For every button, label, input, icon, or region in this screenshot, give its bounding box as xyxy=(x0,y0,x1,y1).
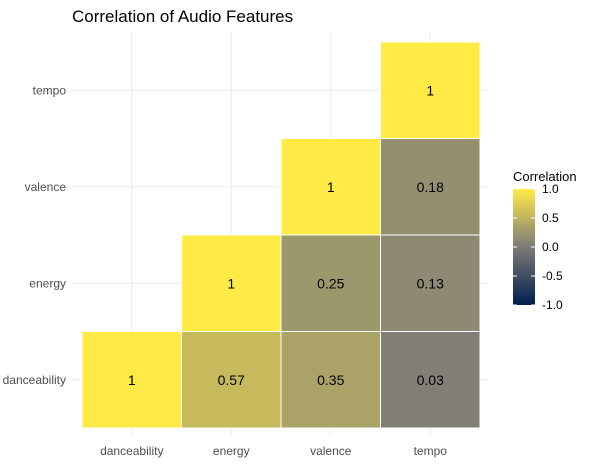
y-tick-label-tempo: tempo xyxy=(33,83,67,97)
cell-value-labels: 1 0.57 0.35 0.03 1 0.25 0.13 1 0.18 1 xyxy=(128,82,444,388)
cell-label-valence-danceability: 0.35 xyxy=(317,372,344,388)
cell-label-tempo-danceability: 0.03 xyxy=(417,372,444,388)
x-tick-label-valence: valence xyxy=(310,444,352,458)
cell-label-valence-valence: 1 xyxy=(327,179,335,195)
heatmap-cells xyxy=(81,41,481,429)
y-tick-label-energy: energy xyxy=(29,276,66,290)
color-legend: Correlation 1.0 0.5 0.0 -0.5 -1.0 xyxy=(513,169,577,312)
cell-label-valence-energy: 0.25 xyxy=(317,275,344,291)
legend-ticks: 1.0 0.5 0.0 -0.5 -1.0 xyxy=(513,182,563,312)
heatmap-cell-tempo-danceability xyxy=(380,331,481,429)
cell-label-tempo-tempo: 1 xyxy=(426,82,434,98)
heatmap-cell-valence-danceability xyxy=(280,331,381,429)
legend-tick-label: 0.0 xyxy=(542,240,559,254)
chart-title: Correlation of Audio Features xyxy=(72,7,293,26)
cell-label-danceability-danceability: 1 xyxy=(128,372,136,388)
cell-label-tempo-energy: 0.13 xyxy=(417,275,444,291)
legend-tick-label: 0.5 xyxy=(542,211,559,225)
cell-label-energy-danceability: 0.57 xyxy=(218,372,245,388)
x-tick-label-danceability: danceability xyxy=(100,444,163,458)
heatmap-cell-tempo-valence xyxy=(380,138,481,236)
legend-tick-label: 1.0 xyxy=(542,182,559,196)
x-tick-label-tempo: tempo xyxy=(414,444,448,458)
legend-tick-label: -0.5 xyxy=(542,269,563,283)
y-axis-tick-labels: danceability energy valence tempo xyxy=(3,83,67,387)
x-axis-tick-labels: danceability energy valence tempo xyxy=(100,444,447,458)
y-tick-label-danceability: danceability xyxy=(3,373,66,387)
legend-color-bar xyxy=(513,189,535,305)
cell-label-tempo-valence: 0.18 xyxy=(417,179,444,195)
x-tick-label-energy: energy xyxy=(213,444,250,458)
heatmap-cell-energy-danceability xyxy=(181,331,282,429)
heatmap-cell-danceability-danceability xyxy=(81,331,182,429)
legend-tick-label: -1.0 xyxy=(542,298,563,312)
heatmap-cell-valence-valence xyxy=(280,138,381,236)
heatmap-cell-tempo-tempo xyxy=(380,41,481,139)
cell-label-energy-energy: 1 xyxy=(227,275,235,291)
y-tick-label-valence: valence xyxy=(25,180,67,194)
legend-title: Correlation xyxy=(513,169,577,184)
